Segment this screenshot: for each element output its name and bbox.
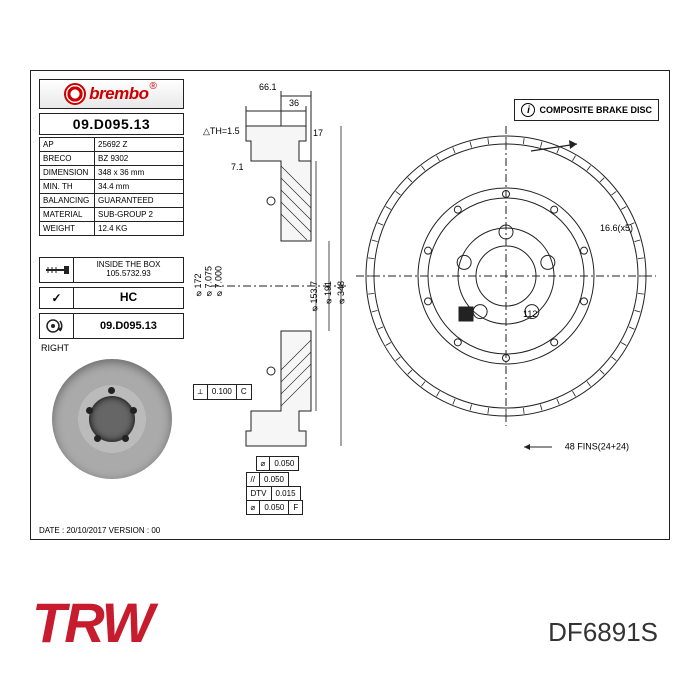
spec-row: BALANCINGGUARANTEED [40,194,184,208]
inside-box-value: 105.5732.93 [106,270,151,279]
hc-label: HC [74,291,183,304]
cross-section-view: 66.1 36 △TH=1.5 17 7.1 ⌀172⌀7.075⌀7.000 … [211,86,331,466]
tolerance-block: //0.050 DTV0.015 ⌀0.050F [246,472,303,514]
part-number: 09.D095.13 [39,113,184,135]
product-code: DF6891S [548,617,658,648]
tol-perp: ⟂0.100C [193,384,251,399]
dim-step: 7.1 [231,162,244,172]
hc-mark-icon: ✓ [40,288,74,308]
disc-face-view: F 16.6(x5) 112 [361,131,651,421]
dim-bore: ⌀191 [323,281,333,306]
tol-runout: ⌀0.050F [246,500,303,514]
info-icon: i [521,103,535,117]
dim-id-stack: ⌀172⌀7.075⌀7.000 [193,266,224,299]
tol-dtv: DTV0.015 [246,486,303,500]
tol-runout-cs: ⌀0.050 [256,456,299,470]
llr-row: 09.D095.13 [39,313,184,339]
product-photo [39,359,184,479]
rotation-arrow-icon [529,139,589,160]
spec-table: AP25692 ZBRECOBZ 9302DIMENSION348 x 36 m… [39,137,184,236]
trw-logo: TRW [32,590,153,655]
spec-row: WEIGHT12.4 KG [40,222,184,236]
tol-parallelism: //0.050 [246,472,303,486]
date-version: DATE : 20/10/2017 VERSION : 00 [39,526,160,535]
technical-drawing-frame: brembo ® 09.D095.13 AP25692 ZBRECOBZ 930… [30,70,670,540]
composite-brake-disc-label: i COMPOSITE BRAKE DISC [514,99,659,121]
dim-top-width: 66.1 [259,82,277,92]
dim-bolt: 16.6(x5) [600,223,633,233]
side-label: RIGHT [39,343,184,353]
rotation-icon [40,314,74,338]
dim-od: ⌀348 [336,281,346,306]
brembo-disc-icon [64,83,86,105]
manufacturer-name: brembo [89,84,148,104]
dim-offset: 36 [289,98,299,108]
manufacturer-logo-box: brembo ® [39,79,184,109]
inside-the-box-row: INSIDE THE BOX 105.5732.93 [39,257,184,283]
dim-lip: 17 [313,128,323,138]
spec-row: MATERIALSUB-GROUP 2 [40,208,184,222]
screw-icon [40,258,74,282]
fins-label: 48 FINS(24+24) [522,440,629,454]
dim-th: △TH=1.5 [203,126,240,137]
spec-row: DIMENSION348 x 36 mm [40,166,184,180]
dim-pcd: 112 [523,309,537,319]
llr-code: 09.D095.13 [74,320,183,332]
svg-text:F: F [463,310,469,321]
hc-row: ✓ HC [39,287,184,309]
spec-row: AP25692 Z [40,138,184,152]
spec-row: MIN. TH34.4 mm [40,180,184,194]
dim-face-dia: ⌀153.7 [309,281,319,314]
spec-row: BRECOBZ 9302 [40,152,184,166]
